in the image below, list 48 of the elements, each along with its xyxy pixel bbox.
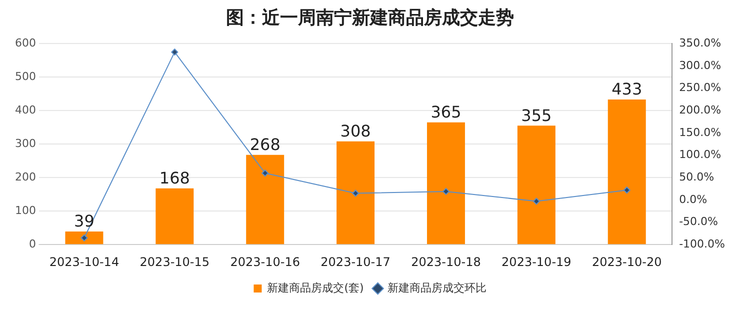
data-label: 433 (612, 80, 642, 99)
y2-tick-label: 0.0% (679, 192, 708, 206)
y2-tick-label: 300.0% (679, 58, 722, 72)
point (352, 190, 360, 197)
y2-tick-label: -100.0% (679, 237, 726, 250)
legend-label: 新建商品房成交环比 (387, 281, 486, 294)
y2-tick-label: 100.0% (679, 148, 722, 162)
bar (156, 188, 194, 244)
data-label: 39 (74, 212, 94, 231)
x-tick-label: 2023-10-20 (592, 254, 662, 269)
data-label: 365 (430, 102, 462, 122)
y-tick-label: 600 (14, 36, 36, 50)
x-tick-label: 2023-10-19 (502, 254, 572, 269)
y2-tick-label: 350.0% (679, 36, 722, 50)
x-tick-label: 2023-10-14 (49, 254, 120, 269)
bar (65, 232, 104, 244)
point (442, 188, 450, 195)
chart-title: 图：近一周南宁新建商品房成交走势 (226, 7, 514, 28)
data-label: 355 (521, 106, 552, 125)
y2-tick-label: 200.0% (679, 103, 722, 116)
point (262, 170, 269, 177)
y-tick-label: 300 (14, 136, 36, 150)
point (80, 234, 88, 242)
y2-tick-label: 50.0% (679, 170, 714, 184)
x-tick-label: 2023-10-15 (140, 254, 210, 269)
point (623, 186, 630, 194)
data-label: 268 (250, 134, 280, 154)
legend-label: 新建商品房成交(套) (267, 281, 364, 294)
x-tick-label: 2023-10-16 (230, 254, 300, 269)
point (532, 198, 540, 205)
y2-tick-label: 250.0% (679, 81, 722, 94)
data-label: 308 (340, 122, 371, 141)
x-tick-label: 2023-10-17 (320, 254, 390, 269)
y-tick-label: 0 (28, 237, 36, 250)
y2-tick-label: 150.0% (679, 126, 722, 139)
bar (426, 122, 465, 244)
bar (608, 100, 646, 244)
data-label: 168 (159, 168, 190, 188)
x-tick-label: 2023-10-18 (411, 254, 481, 269)
y2-tick-label: -50.0% (679, 215, 718, 228)
bar (246, 154, 284, 244)
y-tick-label: 200 (14, 170, 36, 184)
bar (517, 126, 556, 244)
y-tick-label: 100 (14, 204, 36, 217)
bar (336, 141, 375, 244)
point (171, 48, 178, 56)
y-tick-label: 400 (14, 103, 36, 116)
y-tick-label: 500 (14, 70, 36, 83)
